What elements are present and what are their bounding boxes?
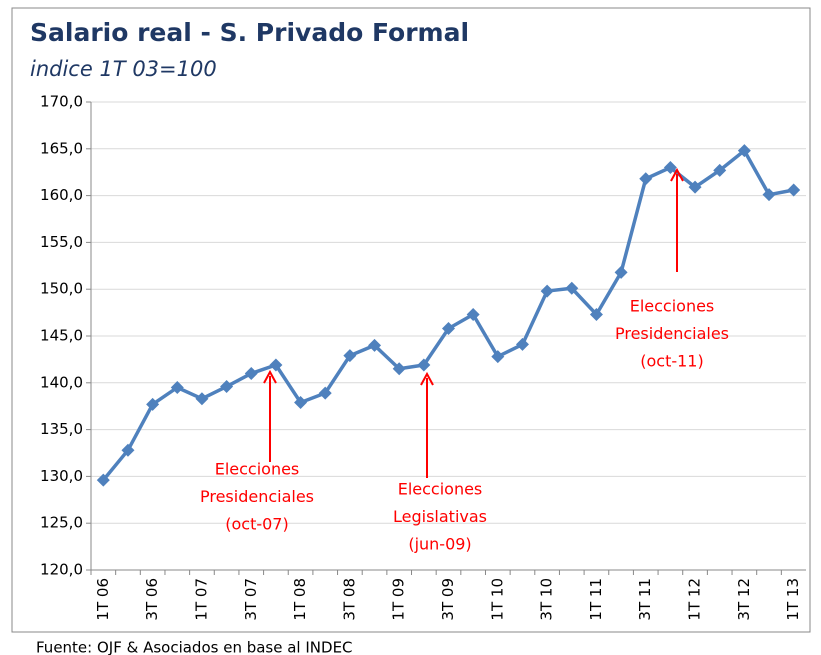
annotation-text: (oct-07)	[225, 515, 288, 534]
y-tick-label: 160,0	[40, 186, 83, 204]
data-point	[294, 395, 308, 409]
y-tick-label: 155,0	[40, 233, 83, 251]
x-tick-label: 3T 06	[143, 578, 161, 621]
y-tick-label: 120,0	[40, 561, 83, 579]
data-point	[96, 473, 110, 487]
x-tick-label: 1T 12	[686, 578, 704, 621]
annotation: Elecciones Presidenciales (oct-07)	[200, 369, 314, 534]
annotation-text: Elecciones	[398, 480, 483, 499]
data-point	[515, 337, 529, 351]
data-point	[170, 380, 184, 394]
chart-subtitle: indice 1T 03=100	[30, 57, 217, 81]
annotation-text: (oct-11)	[640, 352, 703, 371]
y-tick-label: 125,0	[40, 514, 83, 532]
data-point	[318, 386, 332, 400]
x-tick-label: 3T 09	[439, 578, 457, 621]
data-point	[417, 358, 431, 372]
data-point	[146, 397, 160, 411]
annotation: Elecciones Presidenciales (oct-11)	[615, 167, 729, 371]
x-tick-label: 3T 08	[340, 578, 358, 621]
annotation-text: Presidenciales	[615, 324, 729, 343]
data-point	[762, 188, 776, 202]
annotation-text: Presidenciales	[200, 487, 314, 506]
annotation-text: Elecciones	[630, 297, 715, 316]
data-point	[787, 183, 801, 197]
annotation-arrowhead	[670, 167, 684, 182]
y-tick-label: 145,0	[40, 327, 83, 345]
data-point	[442, 322, 455, 336]
chart-title: Salario real - S. Privado Formal	[30, 18, 469, 47]
data-point	[614, 265, 628, 279]
y-tick-label: 135,0	[40, 420, 83, 438]
data-point	[737, 144, 751, 158]
data-point	[713, 163, 727, 177]
y-tick-label: 130,0	[40, 467, 83, 485]
data-point	[688, 180, 702, 194]
x-tick-label: 1T 11	[587, 578, 605, 621]
x-tick-label: 1T 06	[94, 578, 112, 621]
data-point	[121, 443, 135, 457]
data-point	[368, 338, 382, 352]
x-tick-label: 3T 07	[242, 578, 260, 621]
x-tick-label: 3T 12	[735, 578, 753, 621]
y-tick-label: 140,0	[40, 373, 83, 391]
annotation-text: Elecciones	[215, 460, 300, 479]
annotation-text: (jun-09)	[408, 535, 471, 554]
y-tick-label: 170,0	[40, 93, 83, 111]
x-tick-label: 1T 13	[784, 578, 802, 621]
data-point	[244, 366, 258, 380]
data-point	[540, 284, 554, 298]
data-point	[589, 307, 603, 321]
data-point	[663, 161, 677, 175]
data-point	[392, 362, 406, 376]
x-tick-label: 3T 10	[538, 578, 556, 621]
y-tick-label: 165,0	[40, 139, 83, 157]
annotation: Elecciones Legislativas (jun-09)	[393, 371, 487, 554]
x-tick-label: 1T 10	[488, 578, 506, 621]
x-tick-label: 1T 09	[390, 578, 408, 621]
data-point	[195, 392, 209, 406]
data-point	[343, 349, 357, 363]
annotation-arrowhead	[420, 371, 434, 386]
data-point	[269, 358, 283, 372]
data-point	[565, 281, 579, 295]
x-tick-label: 1T 07	[192, 578, 210, 621]
data-point	[220, 380, 234, 394]
source-note: Fuente: OJF & Asociados en base al INDEC	[36, 639, 353, 655]
data-point	[491, 350, 505, 364]
chart-frame	[11, 7, 811, 633]
x-tick-label: 1T 08	[291, 578, 309, 621]
y-tick-label: 150,0	[40, 280, 83, 298]
annotation-arrowhead	[263, 369, 277, 384]
annotation-text: Legislativas	[393, 507, 487, 526]
x-tick-label: 3T 11	[636, 578, 654, 621]
data-point	[639, 172, 653, 186]
data-point	[466, 307, 480, 321]
